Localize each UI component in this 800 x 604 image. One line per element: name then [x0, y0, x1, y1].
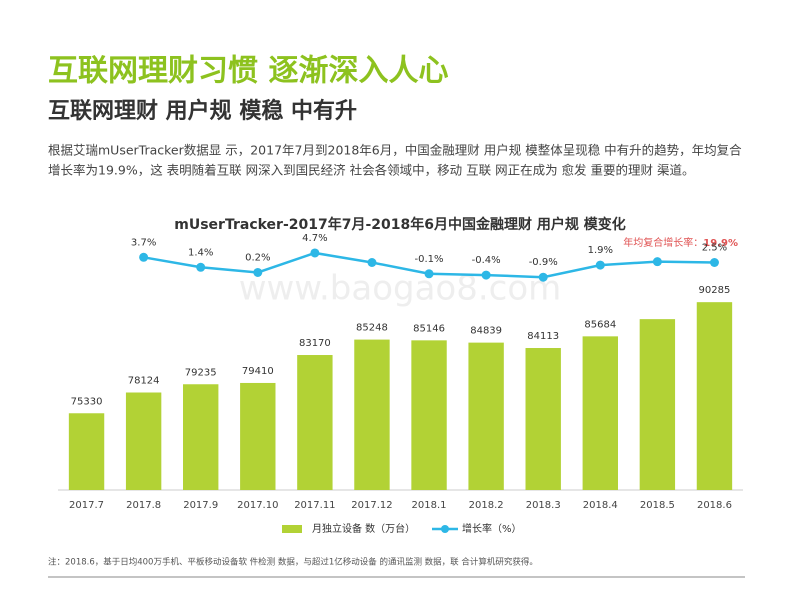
x-tick-label: 2017.9: [183, 500, 218, 511]
legend-swatch: [441, 525, 449, 533]
line-value-label: 4.7%: [302, 233, 327, 244]
x-tick-label: 2017.11: [294, 500, 335, 511]
bar-value-label: 90285: [699, 285, 731, 296]
annotation-value: 19.9%: [703, 238, 738, 249]
line-point: [424, 269, 434, 279]
legend-label: 增长率（%）: [462, 522, 522, 535]
footnote: 注：2018.6，基于日均400万手机、平板移动设备软 件检测 数据，与超过1亿…: [48, 557, 538, 568]
bar: [411, 340, 447, 490]
x-tick-label: 2018.1: [412, 500, 447, 511]
annotation-label: 年均复合增长率：: [623, 236, 703, 249]
bar: [582, 336, 618, 490]
bar-value-label: 79235: [185, 367, 217, 378]
x-tick-label: 2017.12: [351, 500, 392, 511]
bar: [696, 302, 733, 490]
line-point: [538, 272, 548, 282]
bar-value-label: 79410: [242, 366, 274, 377]
bar: [525, 348, 561, 490]
x-tick-label: 2018.6: [697, 500, 732, 511]
bar: [354, 339, 390, 490]
x-tick-label: 2017.10: [237, 500, 278, 511]
line-value-label: 0.2%: [245, 252, 270, 263]
watermark: www.baogao8.com: [239, 269, 562, 309]
bar: [183, 384, 219, 490]
bar-value-label: 85248: [356, 323, 388, 334]
line-point: [196, 262, 206, 272]
line-point: [709, 258, 719, 267]
bar: [240, 382, 276, 490]
bar-value-label: 85146: [413, 323, 445, 334]
x-tick-label: 2018.2: [469, 500, 504, 511]
bar-value-label: 78124: [128, 376, 160, 387]
bar-value-label: 75330: [71, 396, 103, 407]
x-tick-label: 2017.7: [69, 500, 104, 511]
line-value-label: 3.7%: [131, 237, 156, 248]
paragraph-line: 根据艾瑞mUserTracker数据显 示，2017年7月到2018年6月，中国…: [48, 143, 742, 158]
bar: [68, 413, 105, 490]
bar-value-label: 85684: [584, 319, 616, 330]
bar: [639, 319, 676, 490]
paragraph-line: 增长率为19.9%，这 表明随着互联 网深入到国民经济 社会各领域中，移动 互联…: [48, 163, 695, 178]
bar: [125, 392, 162, 490]
bar: [297, 355, 333, 490]
slide-subtitle: 互联网理财 用户规 模稳 中有升: [48, 98, 357, 124]
x-tick-label: 2018.3: [526, 500, 561, 511]
x-tick-label: 2018.5: [640, 500, 675, 511]
x-tick-label: 2018.4: [583, 500, 618, 511]
line-value-label: -0.1%: [415, 254, 444, 265]
line-value-label: 1.9%: [588, 245, 613, 256]
bar-value-label: 83170: [299, 338, 331, 349]
line-value-label: -0.9%: [529, 257, 558, 268]
legend-label: 月独立设备 数（万台）: [312, 522, 415, 535]
line-value-label: -0.4%: [472, 255, 501, 266]
chart-title: mUserTracker-2017年7月-2018年6月中国金融理财 用户规 模…: [174, 216, 625, 233]
line-value-label: 2.5%: [702, 243, 727, 254]
line-point: [367, 258, 377, 267]
line-point: [310, 248, 320, 258]
legend-swatch: [282, 525, 302, 533]
line-point: [652, 257, 662, 267]
line-point: [139, 252, 149, 262]
x-tick-label: 2017.8: [126, 500, 161, 511]
bar-value-label: 84113: [527, 331, 559, 342]
line-point: [253, 267, 263, 277]
bar: [468, 342, 504, 490]
bar-value-label: 84839: [470, 326, 502, 337]
line-value-label: 1.4%: [188, 247, 213, 258]
line-point: [481, 270, 491, 280]
slide-title: 互联网理财习惯 逐渐深入人心: [48, 54, 448, 89]
line-point: [595, 260, 605, 270]
annotation: 年均复合增长率：19.9%: [623, 236, 738, 249]
